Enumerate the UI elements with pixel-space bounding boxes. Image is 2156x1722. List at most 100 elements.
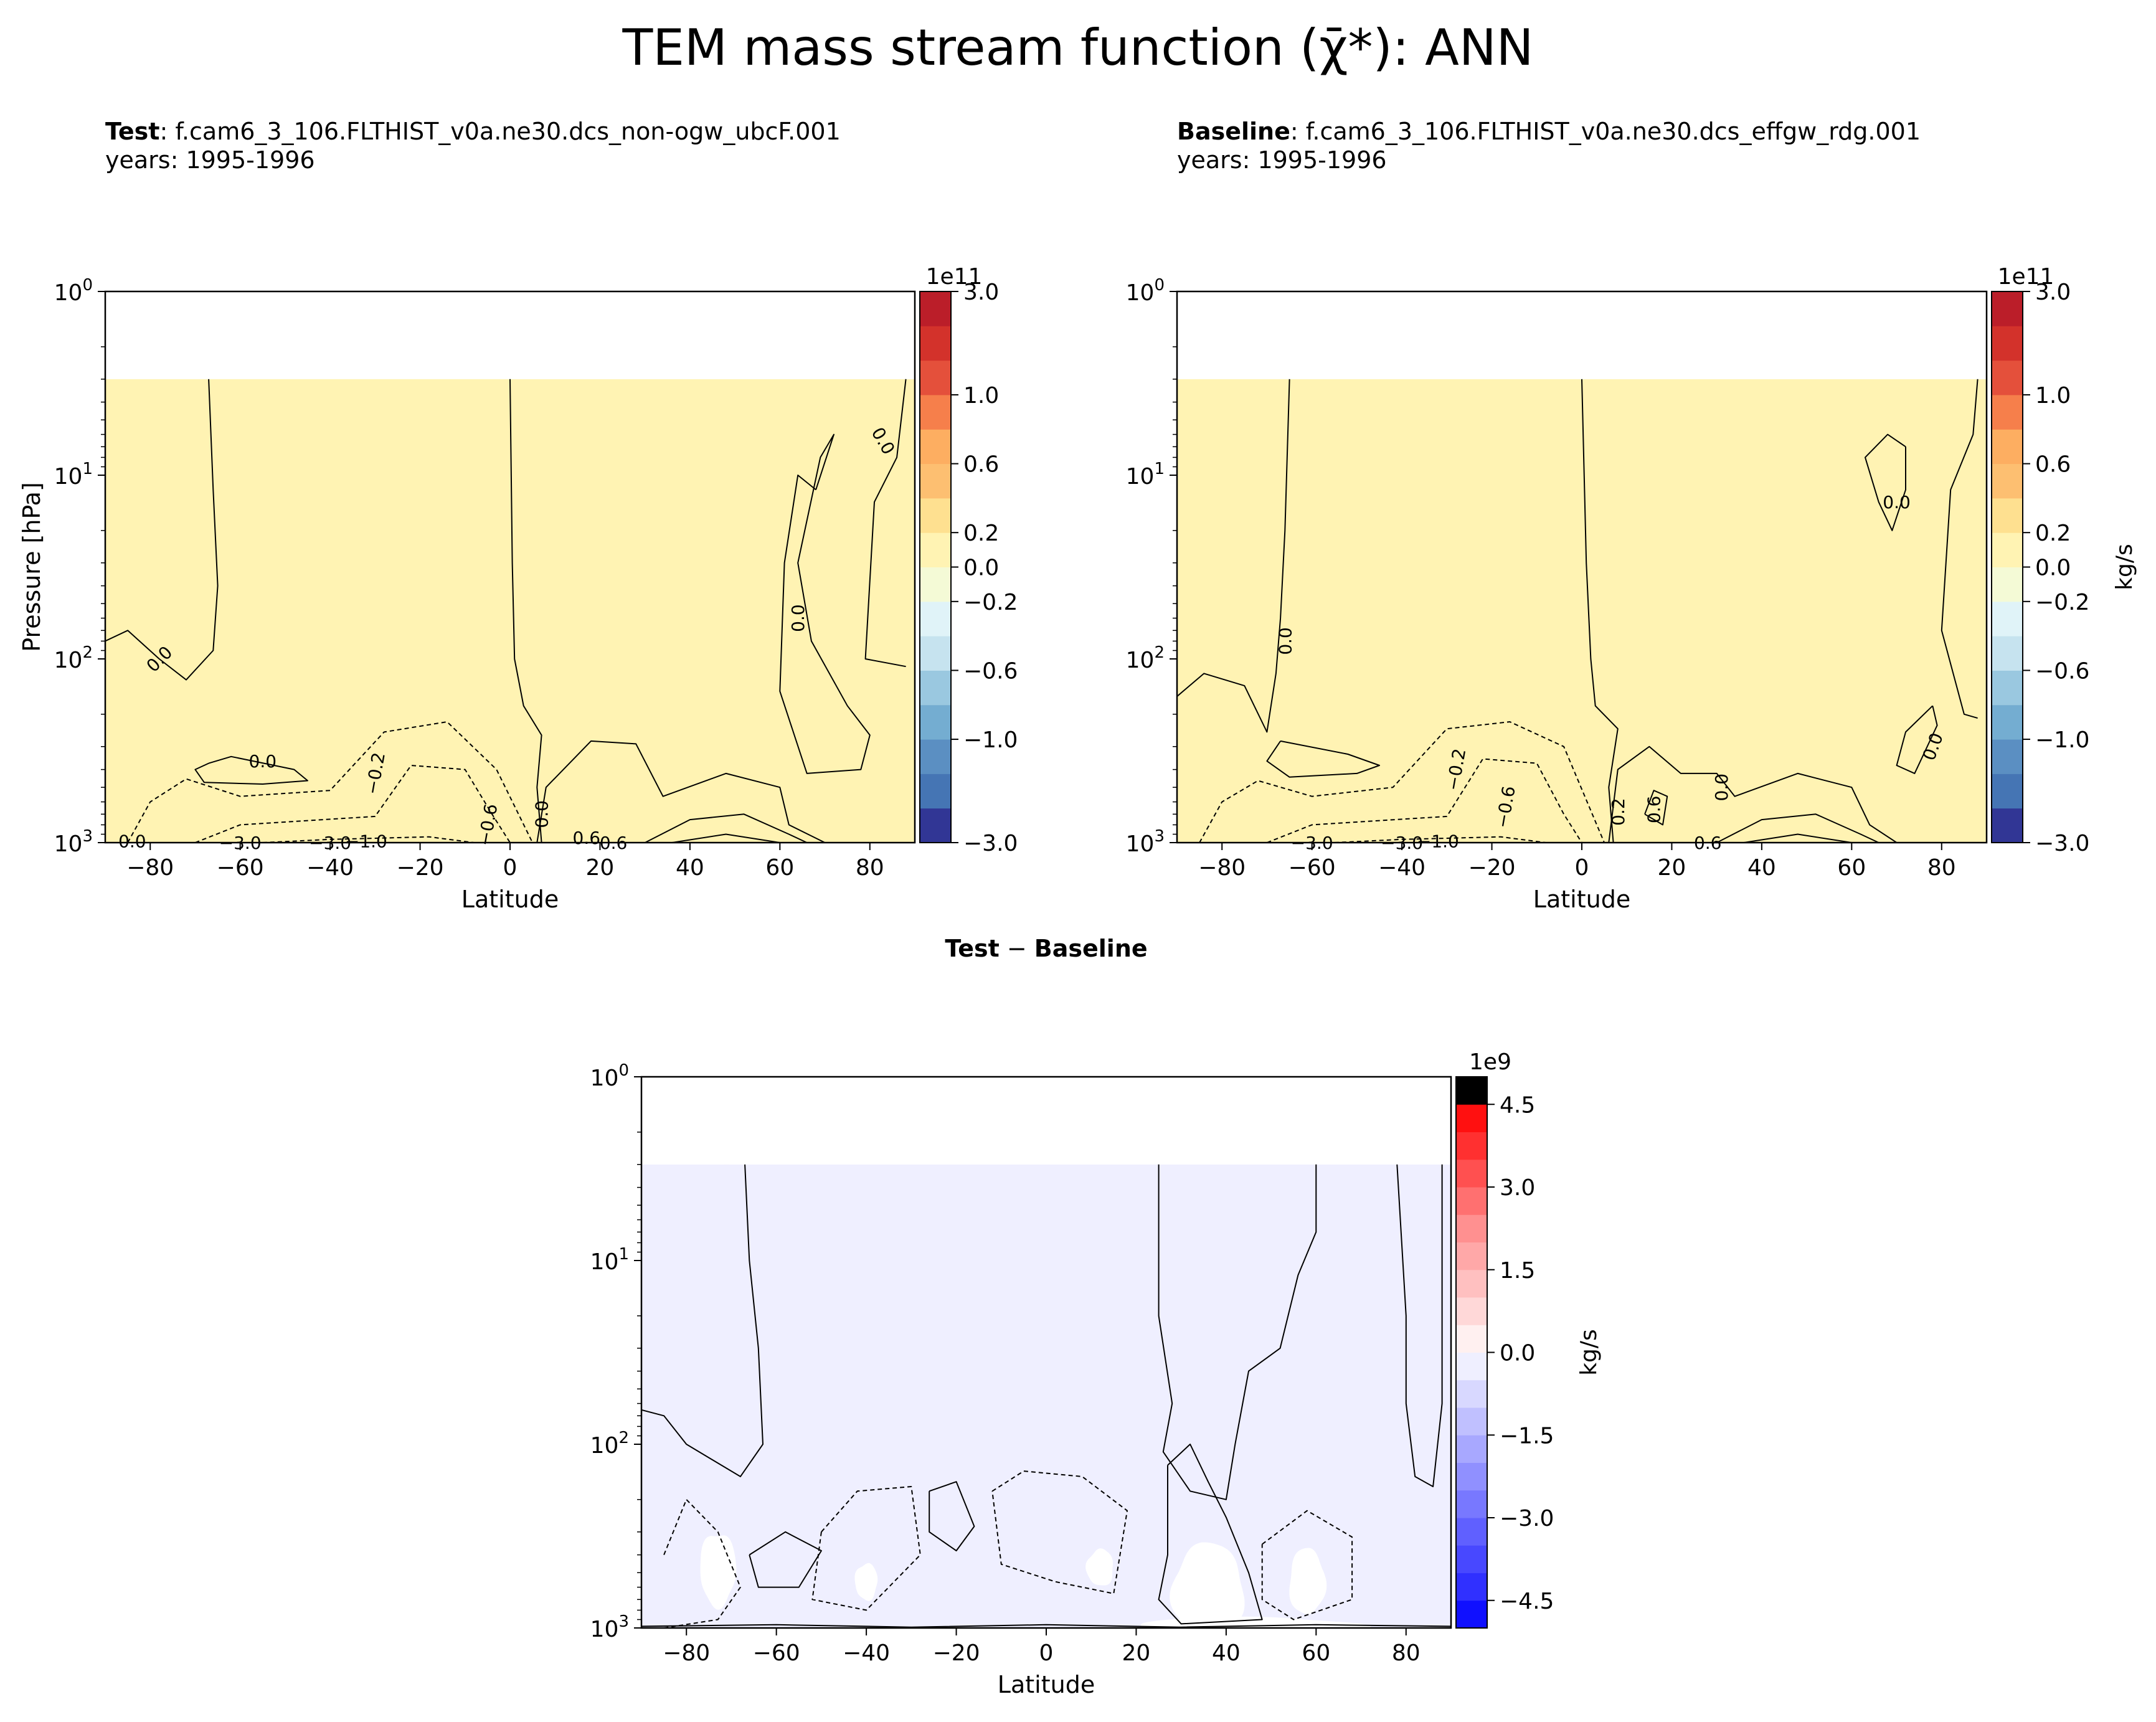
test-colorbar-tick-label: 0.2	[963, 521, 999, 546]
diff-colorbar-swatch	[1456, 1379, 1487, 1408]
test-xtick-label: 60	[765, 855, 794, 881]
diff-axes: −80 −60 −40 −20 0 20 40 60 80 Latitude 100 101 102 10…	[590, 1049, 1602, 1698]
test-xtick-label: 0	[503, 855, 518, 881]
baseline-contour-neg10	[1334, 836, 1546, 843]
test-colorbar-swatch	[920, 670, 951, 706]
baseline-xtick-label: 80	[1927, 855, 1956, 881]
baseline-colorbar-swatch	[1992, 394, 2023, 430]
diff-xtick-label: −80	[663, 1640, 710, 1666]
baseline-contour-label: −1.0	[1417, 831, 1459, 851]
test-zero-contour-eq	[509, 379, 542, 843]
diff-colorbar-swatch	[1456, 1490, 1487, 1518]
test-colorbar-tick-label: 3.0	[963, 280, 999, 305]
test-xtick-label: −20	[397, 855, 444, 881]
test-base-fill	[105, 379, 915, 843]
diff-xtick-label: 80	[1392, 1640, 1421, 1666]
diff-colorbar-tick-label: 3.0	[1500, 1175, 1535, 1201]
test-ytick-label: 102	[54, 643, 93, 673]
baseline-contour-label: 0.2	[1608, 798, 1629, 826]
test-colorbar-tick-label: −3.0	[963, 831, 1018, 856]
baseline-colorbar-tick-label: −0.2	[2035, 590, 2089, 615]
baseline-contour-pos06-tropic	[1644, 790, 1668, 826]
diff-zero-contour-sh	[641, 1164, 764, 1477]
baseline-colorbar-swatch	[1992, 636, 2023, 671]
baseline-contour-label: 0.6	[1644, 795, 1665, 823]
diff-xtick-label: 40	[1212, 1640, 1241, 1666]
test-contour-label: 0.0	[118, 831, 146, 851]
test-contour-label: 0.0	[532, 800, 552, 828]
diff-colorbar-swatch	[1456, 1104, 1487, 1132]
baseline-ytick-label: 102	[1126, 643, 1165, 673]
diff-colorbar-tick-label: 0.0	[1500, 1341, 1535, 1366]
baseline-field	[1177, 291, 1987, 843]
diff-neg-contour-1	[663, 1498, 741, 1628]
diff-xtick-label: 60	[1302, 1640, 1330, 1666]
test-zero-contour-sh	[105, 379, 219, 681]
diff-colorbar-swatch	[1456, 1600, 1487, 1629]
test-axes: −80 −60 −40 −20 0 20 40 60 80 Latitude 100 101 102 10…	[18, 264, 1018, 913]
baseline-zero-contour-nh-small	[1865, 433, 1906, 531]
baseline-contour-pos10	[1743, 833, 1852, 843]
test-colorbar-multiplier: 1e11	[926, 264, 983, 290]
diff-xlabel: Latitude	[998, 1671, 1095, 1698]
diff-ytick-label: 103	[590, 1612, 629, 1642]
baseline-xtick-label: 40	[1747, 855, 1776, 881]
test-colorbar-swatch	[920, 808, 951, 843]
diff-colorbar-swatch	[1456, 1297, 1487, 1325]
baseline-axes: −80 −60 −40 −20 0 20 40 60 80 Latitude 100 101 102 10…	[1126, 264, 2137, 913]
diff-saturated-core	[854, 1563, 878, 1601]
test-contour-label: −1.0	[345, 831, 387, 851]
diff-ytick-label: 102	[590, 1429, 629, 1459]
test-colorbar-swatch	[920, 394, 951, 430]
test-colorbar-tick-label: 0.6	[963, 452, 999, 478]
diff-colorbar-swatch	[1456, 1518, 1487, 1546]
diff-colorbar-multiplier: 1e9	[1469, 1049, 1511, 1075]
test-colorbar-swatch	[920, 567, 951, 602]
baseline-ytick-label: 103	[1126, 827, 1165, 857]
diff-xtick-label: −60	[753, 1640, 800, 1666]
baseline-contour-label: 0.0	[1883, 492, 1911, 513]
diff-title-bold-a: Test	[945, 935, 1000, 962]
contour-lines	[105, 379, 1979, 1628]
diff-colorbar-swatch	[1456, 1077, 1487, 1105]
diff-xtick-label: −40	[843, 1640, 890, 1666]
field-fills	[105, 291, 1987, 1628]
test-contour-neg10	[262, 836, 475, 843]
baseline-contour-label: 0.0	[1711, 773, 1732, 802]
baseline-title-bold: Baseline	[1177, 118, 1290, 145]
diff-neg-contour-2	[811, 1486, 921, 1611]
test-colorbar-swatch	[920, 636, 951, 671]
test-above-model-top	[105, 291, 915, 379]
test-colorbar-swatch	[920, 291, 951, 326]
diff-xtick-label: 0	[1039, 1640, 1054, 1666]
diff-zero-contour-nh-polar	[1396, 1164, 1443, 1487]
baseline-zero-contour-nh	[1941, 379, 1979, 719]
test-xtick-label: 40	[676, 855, 704, 881]
diff-title-bold-b: Baseline	[1034, 935, 1148, 962]
test-colorbar-swatch	[920, 739, 951, 774]
baseline-colorbar-swatch	[1992, 739, 2023, 774]
baseline-ytick-label: 100	[1126, 276, 1165, 306]
baseline-colorbar-tick-label: 0.6	[2035, 452, 2071, 478]
baseline-colorbar-swatch	[1992, 326, 2023, 361]
diff-colorbar-swatch	[1456, 1187, 1487, 1215]
baseline-colorbar-tick-label: 1.0	[2035, 383, 2071, 409]
test-xtick-label: 80	[856, 855, 884, 881]
test-contour-label: 0.0	[249, 751, 277, 772]
diff-colorbar-swatch	[1456, 1462, 1487, 1491]
test-colorbar-swatch	[920, 704, 951, 740]
diff-colorbar-tick-label: 1.5	[1500, 1258, 1535, 1284]
diff-title-sep: −	[999, 935, 1034, 962]
test-title-bold: Test	[105, 118, 160, 145]
baseline-base-fill	[1177, 379, 1987, 843]
test-zero-contour-nh-tongue	[779, 433, 871, 774]
baseline-xtick-label: −60	[1288, 855, 1336, 881]
baseline-colorbar-swatch	[1992, 773, 2023, 809]
diff-colorbar-tick-label: 4.5	[1500, 1092, 1535, 1118]
test-contour-neg02	[127, 721, 533, 843]
diff-colorbar-swatch	[1456, 1325, 1487, 1353]
test-xtick-label: −40	[306, 855, 354, 881]
diff-colorbar-swatch	[1456, 1132, 1487, 1160]
baseline-contour-pos06	[1716, 813, 1879, 843]
